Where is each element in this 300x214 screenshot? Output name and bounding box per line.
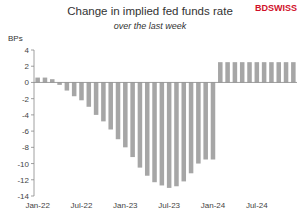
y-tick (31, 82, 34, 83)
x-axis (34, 82, 297, 83)
x-tick-label: Jul-24 (246, 201, 268, 210)
y-tick-label: -2 (22, 95, 30, 104)
bar (276, 62, 281, 82)
y-tick-label: -8 (22, 143, 30, 152)
bar (101, 82, 106, 121)
y-tick (31, 163, 34, 164)
bar (247, 62, 252, 82)
y-tick (31, 196, 34, 197)
bar (196, 82, 201, 163)
y-tick-label: 2 (25, 62, 30, 71)
subtitle: over the last week (114, 21, 187, 31)
y-axis-label: BPs (8, 34, 23, 43)
bar (262, 62, 267, 82)
bar (72, 82, 77, 96)
bar (79, 82, 84, 100)
bar (123, 82, 128, 147)
y-tick-label: -10 (17, 160, 29, 169)
y-tick-label: -12 (17, 176, 29, 185)
bar (218, 62, 223, 82)
bar (240, 62, 245, 82)
bar (269, 62, 274, 82)
bar (116, 82, 121, 139)
y-tick (31, 131, 34, 132)
bar (233, 62, 238, 82)
y-tick-label: -6 (22, 127, 30, 136)
y-tick-label: 4 (25, 46, 30, 55)
y-tick (31, 66, 34, 67)
bar (255, 62, 260, 82)
bar (43, 78, 48, 83)
bar (35, 78, 40, 83)
bar (145, 82, 150, 175)
chart: Change in implied fed funds rate over the… (0, 0, 300, 214)
bar (94, 82, 99, 114)
y-tick (31, 179, 34, 180)
y-tick-label: 0 (25, 78, 30, 87)
bar (130, 82, 135, 157)
bar (160, 82, 165, 185)
bar (174, 82, 179, 186)
bar (167, 82, 172, 187)
x-tick-label: Jul-22 (71, 201, 93, 210)
bars (35, 62, 295, 188)
bar (65, 82, 70, 90)
bar (211, 82, 216, 159)
bar (87, 82, 92, 106)
x-tick-label: Jul-23 (158, 201, 180, 210)
y-tick (31, 114, 34, 115)
bar (189, 82, 194, 173)
y-tick (31, 147, 34, 148)
y-tick-label: -4 (22, 111, 30, 120)
logo: BDSWISS (255, 3, 297, 13)
y-tick (31, 50, 34, 51)
y-tick-label: -14 (17, 192, 29, 201)
x-tick-label: Jan-22 (25, 201, 50, 210)
x-tick-label: Jan-23 (113, 201, 138, 210)
bar (108, 82, 113, 129)
bar (138, 82, 143, 167)
bar (181, 82, 186, 181)
bar (203, 82, 208, 159)
y-tick (31, 98, 34, 99)
bar (291, 62, 296, 82)
x-tick-label: Jan-24 (201, 201, 226, 210)
bar (225, 62, 230, 82)
y-axis (34, 50, 35, 196)
bar (152, 82, 157, 182)
title: Change in implied fed funds rate (67, 5, 233, 17)
bar (50, 79, 55, 82)
bar (284, 62, 289, 82)
